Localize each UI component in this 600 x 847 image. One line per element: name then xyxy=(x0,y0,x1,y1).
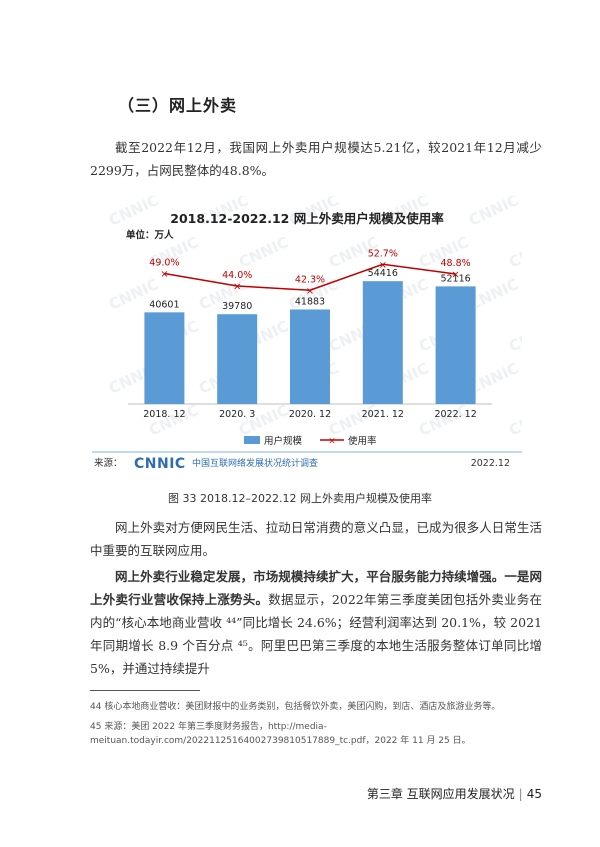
x-tick-label: 2018. 12 xyxy=(143,409,185,420)
usage-rate-marker: × xyxy=(306,286,314,297)
paragraph-intro-text: 截至2022年12月，我国网上外卖用户规模达5.21亿，较2021年12月减少2… xyxy=(90,140,542,178)
cnnic-logo: CNNIC xyxy=(134,456,186,472)
legend-bar-swatch xyxy=(244,436,260,444)
watermark-text: CNNIC xyxy=(106,196,161,230)
legend-bar-label: 用户规模 xyxy=(264,435,303,447)
bar-value-label: 39780 xyxy=(222,301,252,312)
footer-separator: | xyxy=(518,787,523,801)
paragraph-intro: 截至2022年12月，我国网上外卖用户规模达5.21亿，较2021年12月减少2… xyxy=(90,136,542,182)
source-label: 来源： xyxy=(94,458,123,469)
page-number: 45 xyxy=(526,787,542,801)
legend-line-label: 使用率 xyxy=(348,435,377,447)
usage-rate-marker: × xyxy=(379,260,387,271)
watermark-text: CNNIC xyxy=(236,233,291,272)
usage-rate-line xyxy=(164,263,456,292)
chart-container: CNNIC CNNIC CNNIC CNNIC CNNIC CNNIC CNNIC CNNIC… xyxy=(92,191,561,474)
watermark-text: CNNIC xyxy=(416,401,471,440)
usage-rate-label: 44.0% xyxy=(222,270,252,281)
chart-bar xyxy=(217,314,258,404)
chart-bar xyxy=(362,281,403,404)
footnote-45: 45 来源：美团 2022 年第三季度财务报告，http://media-mei… xyxy=(90,722,471,746)
watermark-text: CNNIC xyxy=(506,233,522,272)
chart-bar xyxy=(290,309,330,404)
chart-unit-label: 单位：万人 xyxy=(126,229,174,241)
usage-rate-label: 49.0% xyxy=(149,258,179,269)
source-date: 2022.12 xyxy=(471,458,510,469)
x-tick-label: 2020. 3 xyxy=(219,409,255,420)
x-tick-label: 2021. 12 xyxy=(362,409,404,420)
chart-bar xyxy=(144,312,185,404)
usage-rate-label: 48.8% xyxy=(441,258,471,269)
paragraph-3-rest: 数据显示，2022年第三季度美团包括外卖业务在内的“核心本地商业营收 ⁴⁴”同比… xyxy=(90,592,542,676)
usage-rate-label: 52.7% xyxy=(368,248,398,259)
paragraph-2-text: 网上外卖对方便网民生活、拉动日常消费的意义凸显，已成为很多人日常生活中重要的互联… xyxy=(90,520,542,558)
x-tick-label: 2020. 12 xyxy=(289,409,331,420)
source-org: 中国互联网络发展状况统计调查 xyxy=(192,457,318,469)
x-tick-label: 2022. 12 xyxy=(434,409,476,420)
chart-line-series: ×49.0%×44.0%×42.3%×52.7%×48.8% xyxy=(149,248,470,297)
watermark-text: CNNIC xyxy=(466,196,521,230)
paragraph-3: 网上外卖行业稳定发展，市场规模持续扩大，平台服务能力持续增强。一是网上外卖行业营… xyxy=(90,565,542,680)
paragraph-3-text: 网上外卖行业稳定发展，市场规模持续扩大，平台服务能力持续增强。一是网上外卖行业营… xyxy=(90,565,542,680)
chart-legend: 用户规模 × 使用率 xyxy=(244,435,377,447)
chart-title: 2018.12-2022.12 网上外卖用户规模及使用率 xyxy=(170,211,444,226)
watermark-text: CNNIC xyxy=(326,401,381,440)
usage-rate-marker: × xyxy=(160,269,168,280)
footnote-44: 44 核心本地商业营收：美团财报中的业务类别，包括餐饮外卖，美团闪购，到店、酒店… xyxy=(90,702,501,712)
usage-chart: CNNIC CNNIC CNNIC CNNIC CNNIC CNNIC CNNIC CNNIC… xyxy=(92,191,561,472)
usage-rate-marker: × xyxy=(233,282,241,293)
bar-value-label: 54416 xyxy=(368,268,398,279)
watermark-text: CNNIC xyxy=(506,401,522,440)
usage-rate-marker: × xyxy=(451,270,459,281)
page-footer: 第三章 互联网应用发展状况 | 45 xyxy=(367,785,542,802)
figure-caption: 图 33 2018.12–2022.12 网上外卖用户规模及使用率 xyxy=(168,492,432,505)
chart-bar xyxy=(435,286,476,404)
chart-bars: 40601 39780 41883 54416 52116 xyxy=(144,268,476,404)
paragraph-3-bold: 网上外卖行业稳定发展，市场规模持续扩大，平台服务能力持续增强。一是网上外卖行业营… xyxy=(90,569,542,607)
watermark-text: CNNIC xyxy=(236,401,291,440)
bar-value-label: 40601 xyxy=(149,299,179,310)
bar-value-label: 41883 xyxy=(295,296,325,307)
footnote-divider xyxy=(90,690,200,691)
watermark-text: CNNIC xyxy=(506,317,522,356)
paragraph-2: 网上外卖对方便网民生活、拉动日常消费的意义凸显，已成为很多人日常生活中重要的互联… xyxy=(90,516,542,562)
footer-chapter: 第三章 互联网应用发展状况 xyxy=(366,787,515,801)
legend-line-marker: × xyxy=(328,437,336,447)
section-title: （三）网上外卖 xyxy=(118,96,238,115)
bar-value-label: 52116 xyxy=(440,273,470,284)
watermark-text: CNNIC xyxy=(146,401,201,440)
usage-rate-label: 42.3% xyxy=(295,274,325,285)
chart-x-labels: 2018. 12 2020. 3 2020. 12 2021. 12 2022. 12 xyxy=(143,409,477,420)
